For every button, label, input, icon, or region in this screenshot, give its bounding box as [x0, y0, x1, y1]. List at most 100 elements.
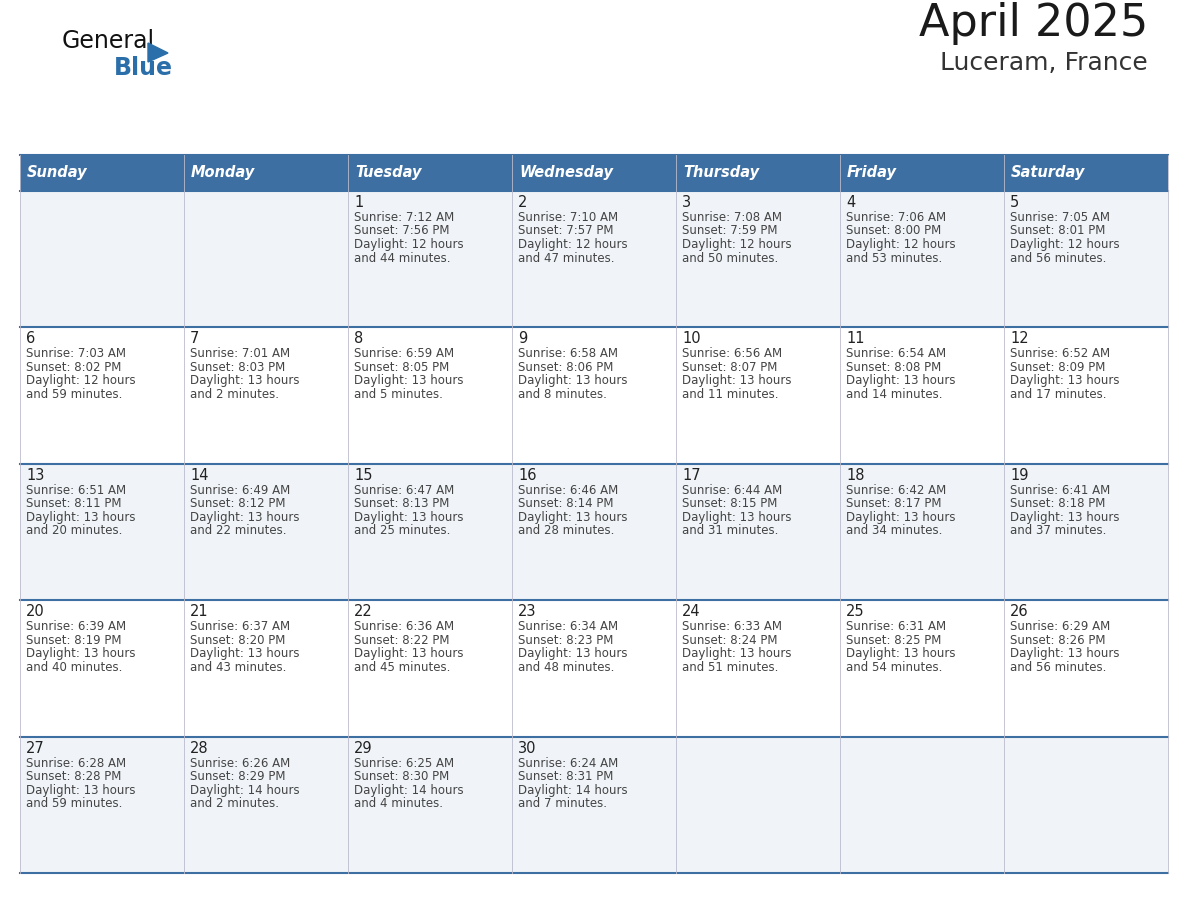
Bar	[20, 464, 184, 600]
Text: 17: 17	[682, 468, 701, 483]
Bar	[184, 155, 348, 191]
Text: and 8 minutes.: and 8 minutes.	[518, 388, 607, 401]
Text: Daylight: 13 hours: Daylight: 13 hours	[190, 510, 299, 524]
Text: Sunrise: 6:24 AM: Sunrise: 6:24 AM	[518, 756, 618, 769]
Text: Daylight: 12 hours: Daylight: 12 hours	[1010, 238, 1119, 251]
Text: Sunset: 8:17 PM: Sunset: 8:17 PM	[846, 498, 942, 510]
Text: 29: 29	[354, 741, 373, 756]
Text: Monday: Monday	[191, 165, 255, 181]
Text: Sunset: 8:03 PM: Sunset: 8:03 PM	[190, 361, 285, 374]
Text: Sunset: 8:00 PM: Sunset: 8:00 PM	[846, 225, 941, 238]
Text: Friday: Friday	[847, 165, 897, 181]
Bar	[20, 328, 184, 464]
Text: Sunset: 8:23 PM: Sunset: 8:23 PM	[518, 633, 613, 646]
Text: and 5 minutes.: and 5 minutes.	[354, 388, 443, 401]
Text: Sunrise: 6:52 AM: Sunrise: 6:52 AM	[1010, 347, 1110, 361]
Text: Sunset: 8:08 PM: Sunset: 8:08 PM	[846, 361, 941, 374]
Text: and 20 minutes.: and 20 minutes.	[26, 524, 122, 537]
Text: Daylight: 13 hours: Daylight: 13 hours	[682, 375, 791, 387]
Bar	[20, 600, 184, 736]
Text: Sunrise: 6:31 AM: Sunrise: 6:31 AM	[846, 621, 946, 633]
Text: Daylight: 13 hours: Daylight: 13 hours	[846, 510, 955, 524]
Text: Sunrise: 7:12 AM: Sunrise: 7:12 AM	[354, 211, 454, 224]
Bar	[676, 464, 840, 600]
Text: and 2 minutes.: and 2 minutes.	[190, 797, 279, 810]
Text: Sunrise: 7:10 AM: Sunrise: 7:10 AM	[518, 211, 618, 224]
Text: 14: 14	[190, 468, 209, 483]
Text: 27: 27	[26, 741, 45, 756]
Text: Sunset: 7:59 PM: Sunset: 7:59 PM	[682, 225, 777, 238]
Bar	[676, 328, 840, 464]
Text: 28: 28	[190, 741, 209, 756]
Text: and 40 minutes.: and 40 minutes.	[26, 661, 122, 674]
Text: Sunrise: 6:44 AM: Sunrise: 6:44 AM	[682, 484, 782, 497]
Text: Daylight: 12 hours: Daylight: 12 hours	[682, 238, 791, 251]
Text: Saturday: Saturday	[1011, 165, 1086, 181]
Text: General: General	[62, 29, 156, 53]
Text: and 7 minutes.: and 7 minutes.	[518, 797, 607, 810]
Text: Daylight: 12 hours: Daylight: 12 hours	[518, 238, 627, 251]
Text: Blue: Blue	[114, 56, 173, 80]
Text: 4: 4	[846, 195, 855, 210]
Bar	[840, 736, 1004, 873]
Text: and 51 minutes.: and 51 minutes.	[682, 661, 778, 674]
Text: and 43 minutes.: and 43 minutes.	[190, 661, 286, 674]
Text: Sunrise: 6:37 AM: Sunrise: 6:37 AM	[190, 621, 290, 633]
Text: Sunset: 8:30 PM: Sunset: 8:30 PM	[354, 770, 449, 783]
Text: Sunset: 8:25 PM: Sunset: 8:25 PM	[846, 633, 941, 646]
Text: 12: 12	[1010, 331, 1029, 346]
Text: 19: 19	[1010, 468, 1029, 483]
Text: Sunrise: 6:33 AM: Sunrise: 6:33 AM	[682, 621, 782, 633]
Text: Sunset: 8:19 PM: Sunset: 8:19 PM	[26, 633, 121, 646]
Bar	[20, 191, 184, 328]
Text: Luceram, France: Luceram, France	[940, 51, 1148, 75]
Text: Sunrise: 6:42 AM: Sunrise: 6:42 AM	[846, 484, 947, 497]
Text: Sunrise: 6:58 AM: Sunrise: 6:58 AM	[518, 347, 618, 361]
Text: Sunrise: 7:01 AM: Sunrise: 7:01 AM	[190, 347, 290, 361]
Text: Daylight: 12 hours: Daylight: 12 hours	[354, 238, 463, 251]
Bar	[840, 328, 1004, 464]
Text: Sunrise: 6:41 AM: Sunrise: 6:41 AM	[1010, 484, 1111, 497]
Text: and 22 minutes.: and 22 minutes.	[190, 524, 286, 537]
Text: Sunset: 8:01 PM: Sunset: 8:01 PM	[1010, 225, 1105, 238]
Text: 11: 11	[846, 331, 865, 346]
Text: Sunset: 8:07 PM: Sunset: 8:07 PM	[682, 361, 777, 374]
Text: 9: 9	[518, 331, 527, 346]
Text: 7: 7	[190, 331, 200, 346]
Bar	[20, 736, 184, 873]
Text: Sunset: 8:11 PM: Sunset: 8:11 PM	[26, 498, 121, 510]
Text: 24: 24	[682, 604, 701, 620]
Text: Sunrise: 7:03 AM: Sunrise: 7:03 AM	[26, 347, 126, 361]
Text: 18: 18	[846, 468, 865, 483]
Text: Daylight: 12 hours: Daylight: 12 hours	[846, 238, 955, 251]
Bar	[184, 328, 348, 464]
Text: 30: 30	[518, 741, 537, 756]
Text: Sunrise: 6:56 AM: Sunrise: 6:56 AM	[682, 347, 782, 361]
Text: Daylight: 13 hours: Daylight: 13 hours	[190, 375, 299, 387]
Text: Sunset: 7:57 PM: Sunset: 7:57 PM	[518, 225, 613, 238]
Text: Sunrise: 6:59 AM: Sunrise: 6:59 AM	[354, 347, 454, 361]
Text: and 56 minutes.: and 56 minutes.	[1010, 252, 1106, 264]
Bar	[512, 600, 676, 736]
Text: Daylight: 13 hours: Daylight: 13 hours	[26, 647, 135, 660]
Text: Sunset: 8:15 PM: Sunset: 8:15 PM	[682, 498, 777, 510]
Text: Sunset: 8:18 PM: Sunset: 8:18 PM	[1010, 498, 1105, 510]
Text: and 37 minutes.: and 37 minutes.	[1010, 524, 1106, 537]
Text: Sunset: 8:31 PM: Sunset: 8:31 PM	[518, 770, 613, 783]
Text: Sunset: 8:09 PM: Sunset: 8:09 PM	[1010, 361, 1105, 374]
Text: and 4 minutes.: and 4 minutes.	[354, 797, 443, 810]
Text: Sunrise: 6:28 AM: Sunrise: 6:28 AM	[26, 756, 126, 769]
Bar	[1004, 328, 1168, 464]
Text: Sunrise: 6:34 AM: Sunrise: 6:34 AM	[518, 621, 618, 633]
Text: Wednesday: Wednesday	[519, 165, 613, 181]
Text: Sunrise: 6:49 AM: Sunrise: 6:49 AM	[190, 484, 290, 497]
Text: and 11 minutes.: and 11 minutes.	[682, 388, 778, 401]
Text: 8: 8	[354, 331, 364, 346]
Text: Daylight: 13 hours: Daylight: 13 hours	[1010, 375, 1119, 387]
Text: and 47 minutes.: and 47 minutes.	[518, 252, 614, 264]
Bar	[20, 155, 184, 191]
Text: Sunrise: 7:08 AM: Sunrise: 7:08 AM	[682, 211, 782, 224]
Bar	[840, 191, 1004, 328]
Text: and 45 minutes.: and 45 minutes.	[354, 661, 450, 674]
Polygon shape	[148, 43, 168, 62]
